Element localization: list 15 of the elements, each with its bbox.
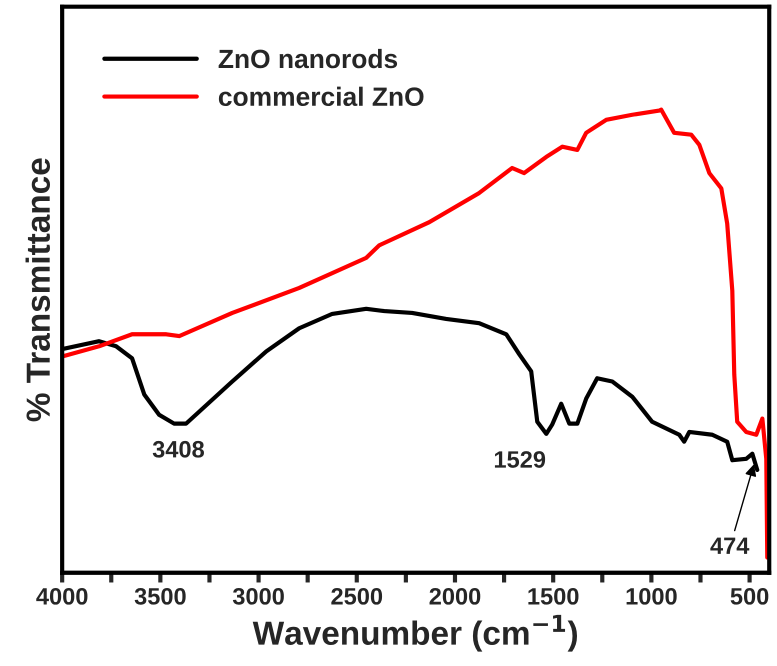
annotation: 1529 <box>494 451 546 468</box>
legend-label: ZnO nanorods <box>218 48 398 68</box>
x-tick-label: 1500 <box>528 588 578 605</box>
x-tick-label: 3500 <box>134 588 186 605</box>
x-tick-label: 2000 <box>430 588 480 605</box>
y-axis-title: % Transmittance <box>26 158 50 422</box>
x-tick-label: 2500 <box>331 588 382 605</box>
x-axis-title: Wavenumber (cm$^{−1}$) <box>252 614 578 652</box>
x-tick-label: 4000 <box>36 588 88 605</box>
x-tick-label: 3000 <box>232 588 284 605</box>
x-tick-label: 500 <box>730 588 768 605</box>
x-tick-label: 1000 <box>626 588 677 605</box>
annotation: 474 <box>710 538 750 554</box>
legend-label: commercial ZnO <box>218 86 424 106</box>
annotation: 3408 <box>152 440 204 458</box>
